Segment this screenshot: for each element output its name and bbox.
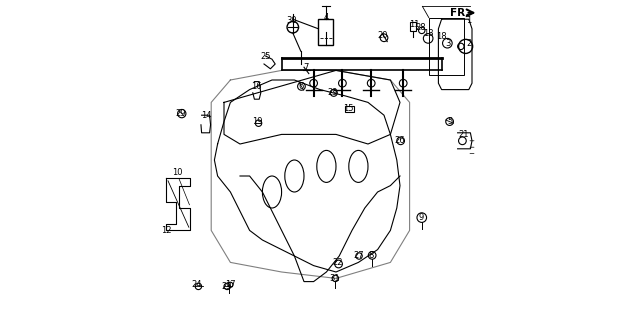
Text: 31: 31 <box>329 274 340 283</box>
Text: 2: 2 <box>466 39 472 48</box>
Bar <box>345 106 354 112</box>
Text: 18: 18 <box>436 32 447 41</box>
Text: 9: 9 <box>418 213 424 222</box>
Text: 17: 17 <box>225 280 236 289</box>
Text: 14: 14 <box>201 111 212 120</box>
Text: 19: 19 <box>252 117 263 126</box>
Text: 15: 15 <box>344 104 354 113</box>
Text: FR.: FR. <box>450 8 470 19</box>
Text: 12: 12 <box>161 226 172 235</box>
Text: 10: 10 <box>172 168 183 177</box>
Text: 4: 4 <box>324 13 329 22</box>
Text: 27: 27 <box>353 252 364 260</box>
Text: 23: 23 <box>222 282 232 291</box>
Text: 5: 5 <box>447 117 452 126</box>
Bar <box>429 18 464 75</box>
Text: 13: 13 <box>424 29 434 38</box>
Text: 7: 7 <box>303 63 308 72</box>
Bar <box>319 19 333 45</box>
Text: 1: 1 <box>466 16 472 25</box>
Text: 8: 8 <box>369 252 374 260</box>
Text: 22: 22 <box>332 258 343 267</box>
Text: 30: 30 <box>286 16 296 25</box>
Bar <box>410 22 416 31</box>
Text: 11: 11 <box>409 20 420 28</box>
Text: 28: 28 <box>415 23 426 32</box>
Text: 21: 21 <box>459 130 469 139</box>
Text: 16: 16 <box>251 82 261 91</box>
Text: 20: 20 <box>377 31 388 40</box>
Text: 24: 24 <box>191 280 202 289</box>
Text: 29: 29 <box>328 88 338 97</box>
Text: 25: 25 <box>260 52 271 60</box>
Text: 26: 26 <box>395 136 405 145</box>
Text: 3: 3 <box>445 39 451 48</box>
Text: 6: 6 <box>298 82 303 91</box>
Text: 29: 29 <box>175 109 186 118</box>
